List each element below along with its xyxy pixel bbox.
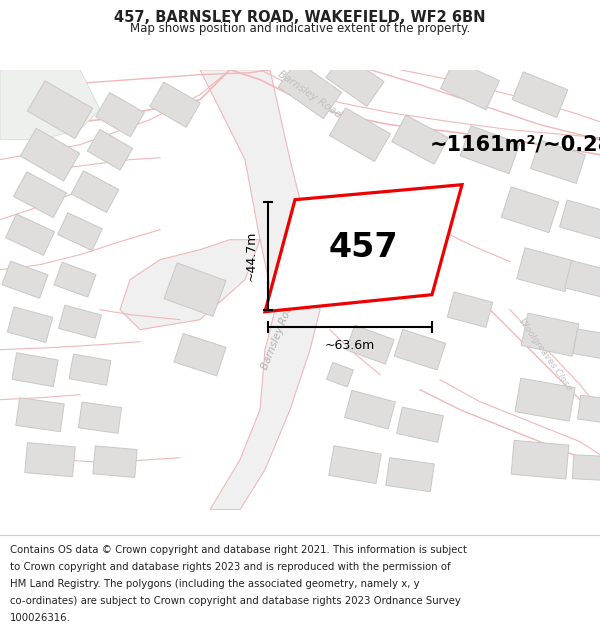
Polygon shape [517,248,573,292]
Text: Woolgreaves Close: Woolgreaves Close [517,317,574,392]
Polygon shape [200,69,320,509]
Polygon shape [501,187,559,232]
Text: ~1161m²/~0.287ac.: ~1161m²/~0.287ac. [430,134,600,154]
Text: co-ordinates) are subject to Crown copyright and database rights 2023 Ordnance S: co-ordinates) are subject to Crown copyr… [10,596,461,606]
Polygon shape [515,378,575,421]
Polygon shape [448,292,493,328]
Polygon shape [150,82,200,127]
Polygon shape [174,334,226,376]
Polygon shape [7,307,53,342]
Polygon shape [511,441,569,479]
Polygon shape [326,53,384,106]
Polygon shape [560,200,600,239]
Polygon shape [521,313,579,356]
Polygon shape [25,442,75,477]
Polygon shape [71,171,119,212]
Polygon shape [95,92,145,137]
Polygon shape [329,108,391,161]
Text: 457, BARNSLEY ROAD, WAKEFIELD, WF2 6BN: 457, BARNSLEY ROAD, WAKEFIELD, WF2 6BN [114,10,486,25]
Polygon shape [392,115,448,164]
Text: Barnsley Road: Barnsley Road [277,69,344,120]
Polygon shape [512,72,568,118]
Polygon shape [573,329,600,361]
Polygon shape [394,329,446,370]
Polygon shape [0,69,100,139]
Polygon shape [20,128,80,181]
Text: Contains OS data © Crown copyright and database right 2021. This information is : Contains OS data © Crown copyright and d… [10,544,467,554]
Polygon shape [69,354,111,385]
Polygon shape [120,239,260,330]
Polygon shape [59,305,101,338]
Polygon shape [54,262,96,297]
Polygon shape [14,172,67,217]
Text: to Crown copyright and database rights 2023 and is reproduced with the permissio: to Crown copyright and database rights 2… [10,562,451,572]
Polygon shape [329,446,381,484]
Polygon shape [87,129,133,170]
Polygon shape [572,455,600,481]
Text: ~44.7m: ~44.7m [245,231,258,281]
Polygon shape [440,59,499,110]
Polygon shape [530,140,586,183]
Polygon shape [12,352,58,387]
Polygon shape [326,362,353,387]
Text: Map shows position and indicative extent of the property.: Map shows position and indicative extent… [130,22,470,35]
Text: ~63.6m: ~63.6m [325,339,375,352]
Polygon shape [93,446,137,478]
Polygon shape [578,395,600,424]
Polygon shape [344,391,395,429]
Text: 457: 457 [329,231,398,264]
Polygon shape [265,185,462,312]
Polygon shape [28,81,92,139]
Polygon shape [346,325,394,364]
Polygon shape [5,214,55,256]
Polygon shape [460,126,520,174]
Text: HM Land Registry. The polygons (including the associated geometry, namely x, y: HM Land Registry. The polygons (includin… [10,579,420,589]
Polygon shape [565,261,600,299]
Polygon shape [58,213,102,251]
Polygon shape [278,61,342,119]
Polygon shape [79,402,122,433]
Text: Barnsley Road: Barnsley Road [259,298,296,371]
Polygon shape [16,398,64,432]
Polygon shape [2,261,48,298]
Polygon shape [386,458,434,492]
Polygon shape [397,407,443,442]
Text: 100026316.: 100026316. [10,613,71,623]
Polygon shape [164,263,226,316]
